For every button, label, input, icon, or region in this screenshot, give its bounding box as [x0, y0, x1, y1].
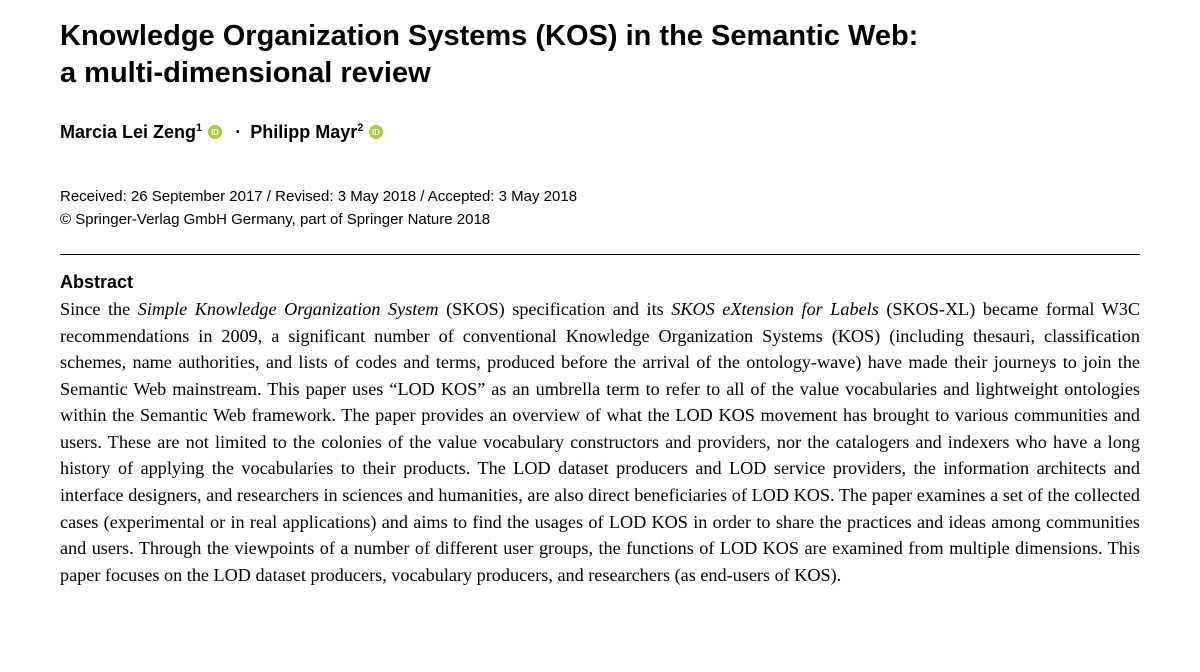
copyright-line: © Springer-Verlag GmbH Germany, part of …: [60, 211, 1140, 228]
abstract-italic: SKOS eXtension for Labels: [671, 299, 879, 319]
horizontal-rule: [60, 254, 1140, 255]
svg-text:iD: iD: [211, 128, 219, 137]
abstract-block: Abstract Since the Simple Knowledge Orga…: [60, 269, 1140, 588]
received-date: 26 September 2017: [131, 188, 263, 205]
accepted-label: Accepted:: [428, 188, 495, 205]
author-separator: ·: [231, 122, 245, 142]
date-sep: /: [263, 188, 276, 205]
author-2-name: Philipp Mayr: [250, 122, 357, 142]
received-label: Received:: [60, 188, 127, 205]
author-line: Marcia Lei Zeng1 iD · Philipp Mayr2 iD: [60, 122, 1140, 143]
abstract-text: Since the: [60, 299, 138, 319]
svg-text:iD: iD: [372, 128, 380, 137]
title-line-1: Knowledge Organization Systems (KOS) in …: [60, 20, 918, 52]
accepted-date: 3 May 2018: [499, 188, 577, 205]
author-2-aff: 2: [357, 122, 363, 134]
title-line-2: a multi-dimensional review: [60, 57, 431, 89]
abstract-text: (SKOS) specification and its: [439, 299, 672, 319]
revised-date: 3 May 2018: [338, 188, 416, 205]
paper-page: Knowledge Organization Systems (KOS) in …: [0, 0, 1200, 588]
orcid-icon[interactable]: iD: [369, 123, 383, 137]
revised-label: Revised:: [275, 188, 333, 205]
date-sep: /: [416, 188, 428, 205]
paper-title: Knowledge Organization Systems (KOS) in …: [60, 18, 1140, 92]
abstract-heading: Abstract: [60, 272, 133, 292]
abstract-italic: Simple Knowledge Organization System: [138, 299, 439, 319]
author-1-name: Marcia Lei Zeng: [60, 122, 196, 142]
publication-dates: Received: 26 September 2017 / Revised: 3…: [60, 187, 1140, 207]
abstract-text: (SKOS-XL) became formal W3C recommendati…: [60, 299, 1140, 585]
author-1-aff: 1: [196, 122, 202, 134]
orcid-icon[interactable]: iD: [208, 123, 222, 137]
